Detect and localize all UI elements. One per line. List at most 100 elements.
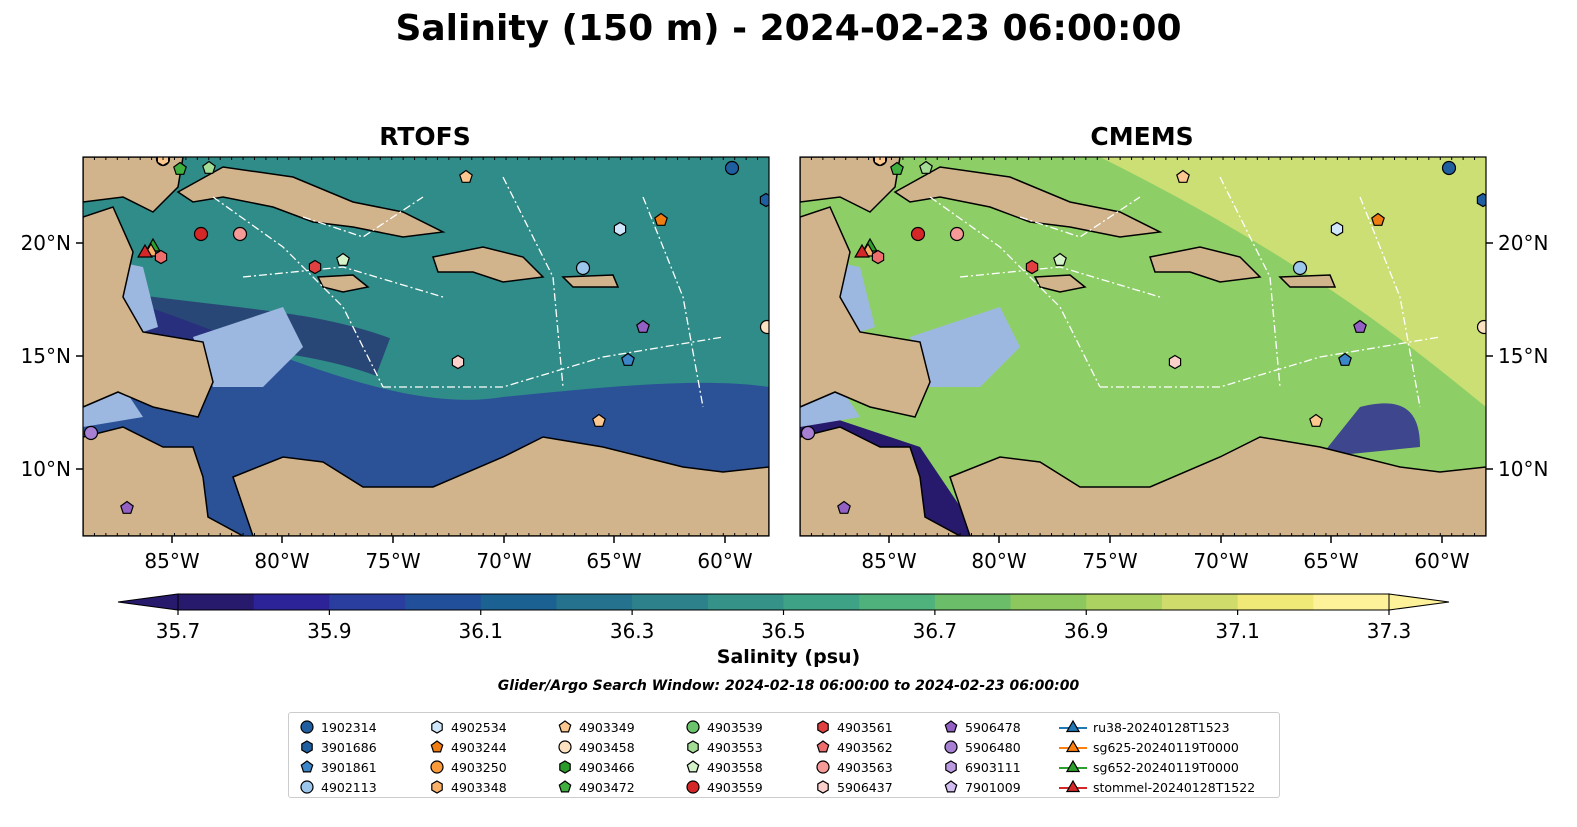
lat-tick-label: 15°N bbox=[21, 344, 71, 368]
legend-item: 4903466 bbox=[557, 757, 635, 777]
legend-item: 4903250 bbox=[429, 757, 507, 777]
pentagon-icon bbox=[816, 740, 830, 753]
lon-tick-label: 65°W bbox=[586, 549, 641, 573]
float-marker bbox=[1476, 192, 1486, 208]
lat-tick-label: 20°N bbox=[21, 231, 71, 255]
legend-marker-triangle-icon bbox=[1059, 719, 1087, 733]
legend-label: stommel-20240128T1522 bbox=[1093, 779, 1256, 795]
float-marker bbox=[621, 352, 635, 366]
boundary-line bbox=[242, 266, 444, 298]
colorbar-segment bbox=[934, 594, 1012, 610]
legend-label: sg625-20240119T0000 bbox=[1093, 739, 1239, 755]
panel-title-cmems: CMEMS bbox=[1090, 122, 1194, 151]
colorbar-segment bbox=[1313, 594, 1390, 610]
legend-label: sg652-20240119T0000 bbox=[1093, 759, 1239, 775]
colorbar-tick-label: 35.9 bbox=[307, 619, 352, 643]
legend-label: 4903539 bbox=[707, 719, 763, 735]
boundary-line bbox=[302, 196, 424, 238]
boundary-line bbox=[929, 196, 1101, 388]
float-marker bbox=[1025, 259, 1039, 275]
legend-marker-circle-icon bbox=[944, 740, 958, 754]
legend-label: 4903559 bbox=[707, 779, 763, 795]
float-marker bbox=[202, 160, 216, 174]
pentagon-icon bbox=[558, 720, 572, 733]
legend-marker-circle-icon bbox=[430, 760, 444, 774]
float-marker bbox=[1176, 169, 1190, 183]
legend-label: 4903250 bbox=[451, 759, 507, 775]
legend-item: 5906478 bbox=[943, 717, 1021, 737]
float-marker bbox=[193, 226, 209, 242]
float-marker bbox=[1338, 352, 1352, 366]
float-marker bbox=[1353, 319, 1367, 333]
float-marker bbox=[759, 192, 769, 208]
pentagon-icon bbox=[430, 740, 444, 753]
colorbar-tick-label: 36.9 bbox=[1064, 619, 1109, 643]
float-marker bbox=[1309, 413, 1323, 427]
legend-label: 4903458 bbox=[579, 739, 635, 755]
colorbar-tick-label: 36.5 bbox=[761, 619, 806, 643]
boundary-line bbox=[642, 196, 704, 408]
float-marker bbox=[890, 161, 904, 175]
lat-tick-label: 10°N bbox=[21, 457, 71, 481]
circle-icon bbox=[300, 780, 314, 794]
legend-marker-circle-icon bbox=[816, 760, 830, 774]
legend-marker-pentagon-icon bbox=[944, 780, 958, 793]
legend-column: 4903539 4903553 4903558 4903559 bbox=[685, 717, 763, 797]
legend-marker-hexagon-icon bbox=[559, 760, 571, 774]
float-marker bbox=[837, 500, 851, 514]
colorbar-segment bbox=[556, 594, 633, 610]
boundary-line bbox=[212, 196, 384, 388]
boundary-line bbox=[1359, 196, 1421, 408]
colorbar-segment bbox=[707, 594, 784, 610]
legend-item: 4903553 bbox=[685, 737, 763, 757]
legend-item: 6903111 bbox=[943, 757, 1021, 777]
legend-column: 4903349 4903458 4903466 4903472 bbox=[557, 717, 635, 797]
legend-item: 4903558 bbox=[685, 757, 763, 777]
float-marker bbox=[459, 169, 473, 183]
lon-tick-label: 60°W bbox=[697, 549, 752, 573]
pentagon-icon bbox=[944, 780, 958, 793]
legend-column: 4902534 4903244 4903250 4903348 bbox=[429, 717, 507, 797]
legend-marker-pentagon-icon bbox=[944, 720, 958, 733]
land-mass bbox=[949, 436, 1486, 536]
float-marker bbox=[613, 221, 627, 237]
legend-marker-hexagon-icon bbox=[817, 780, 829, 794]
land-mass bbox=[1278, 274, 1337, 288]
legend-item: sg652-20240119T0000 bbox=[1059, 757, 1255, 777]
boundary-line bbox=[383, 336, 724, 388]
legend: 1902314 3901686 3901861 4902113 4902534 49032… bbox=[288, 712, 1280, 798]
legend-marker-circle-icon bbox=[686, 780, 700, 794]
legend-marker-circle-icon bbox=[300, 780, 314, 794]
legend-item: 5906437 bbox=[815, 777, 893, 797]
colorbar-segment bbox=[1161, 594, 1239, 610]
hexagon-icon bbox=[301, 740, 313, 754]
lat-tick-label: 20°N bbox=[1498, 231, 1548, 255]
legend-column: 1902314 3901686 3901861 4902113 bbox=[299, 717, 377, 797]
legend-item: 4903563 bbox=[815, 757, 893, 777]
legend-marker-hexagon-icon bbox=[431, 780, 443, 794]
legend-marker-hexagon-icon bbox=[817, 720, 829, 734]
legend-item: 4902534 bbox=[429, 717, 507, 737]
legend-item: 1902314 bbox=[299, 717, 377, 737]
float-marker bbox=[1168, 354, 1182, 370]
boundary-line bbox=[1100, 336, 1441, 388]
legend-label: 5906480 bbox=[965, 739, 1021, 755]
lon-tick-label: 80°W bbox=[254, 549, 309, 573]
colorbar-tick-label: 37.3 bbox=[1367, 619, 1412, 643]
colorbar-segment bbox=[178, 594, 255, 610]
legend-item: 4903244 bbox=[429, 737, 507, 757]
float-marker bbox=[120, 500, 134, 514]
float-marker bbox=[910, 226, 926, 242]
float-marker bbox=[919, 160, 933, 174]
land-mass bbox=[232, 436, 769, 536]
legend-marker-pentagon-icon bbox=[558, 780, 572, 793]
float-marker bbox=[1441, 160, 1457, 176]
lon-tick-label: 70°W bbox=[476, 549, 531, 573]
legend-item: 4903559 bbox=[685, 777, 763, 797]
legend-column: ru38-20240128T1523 sg625-20240119T0000 sg6… bbox=[1059, 717, 1255, 797]
lat-tick-label: 10°N bbox=[1498, 457, 1548, 481]
map-panel-rtofs: 85°W 80°W 75°W 70°W 65°W 60°W 20°N 15°N 10°N bbox=[21, 156, 770, 573]
legend-marker-hexagon-icon bbox=[431, 720, 443, 734]
circle-icon bbox=[816, 760, 830, 774]
panel-title-rtofs: RTOFS bbox=[379, 122, 471, 151]
